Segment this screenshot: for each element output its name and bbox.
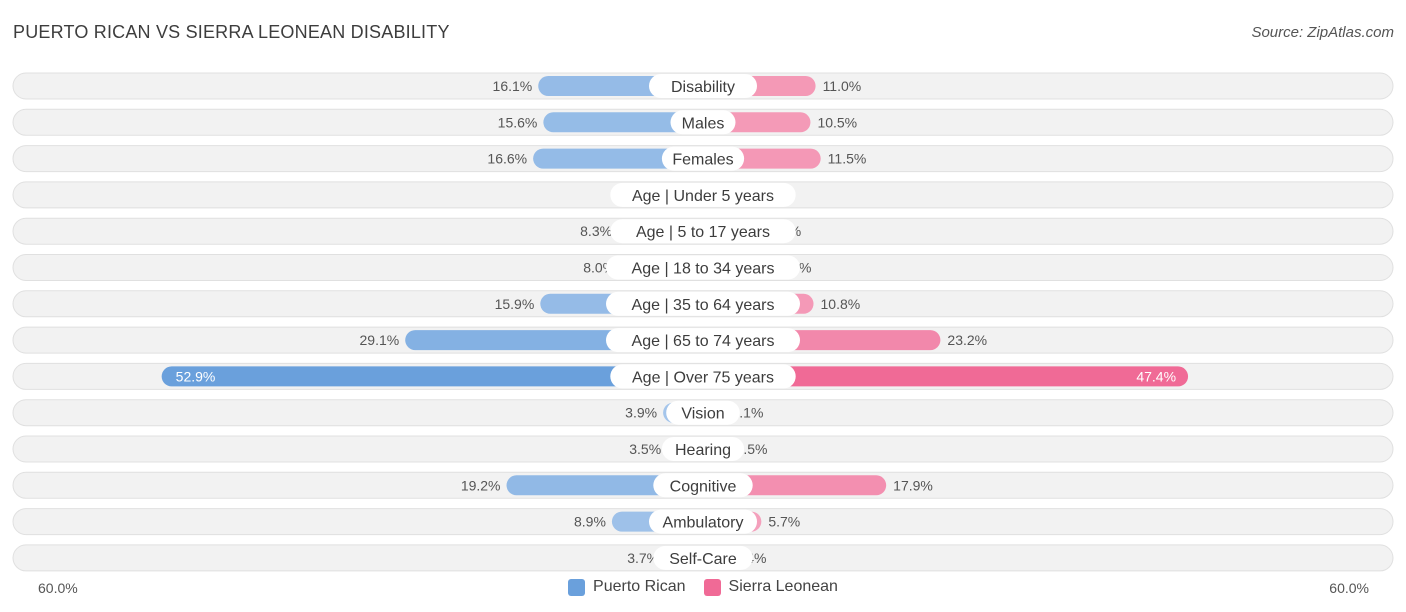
diverging-bar-chart: 16.1% 11.0% Disability 15.6% 10.5% Males 16.6%…: [12, 72, 1394, 572]
category-pill-age-under-5-years: [610, 182, 796, 207]
category-pill-vision: [666, 400, 740, 425]
category-pill-females: [661, 146, 745, 171]
chart-title: PUERTO RICAN VS SIERRA LEONEAN DISABILIT…: [13, 22, 450, 42]
category-label-age-18-to-34-years: Age | 18 to 34 years: [632, 261, 775, 278]
value-label-puerto-rican-age-5-to-17-years: 8.3%: [580, 223, 612, 239]
category-pill-hearing: [661, 437, 745, 461]
category-pill-cognitive: [653, 473, 753, 498]
value-label-sierra-leonean-males: 10.5%: [817, 114, 857, 130]
category-label-females: Females: [672, 152, 733, 169]
legend-label-puerto-rican: Puerto Rican: [593, 578, 686, 595]
bar-puerto-rican-males: [543, 112, 703, 133]
axis-right-label: 60.0%: [1329, 580, 1369, 596]
category-pill-age-35-to-64-years: [606, 291, 800, 316]
category-label-age-35-to-64-years: Age | 35 to 64 years: [632, 297, 775, 314]
category-label-age-over-75-years: Age | Over 75 years: [632, 369, 774, 386]
value-label-puerto-rican-hearing: 3.5%: [629, 441, 661, 457]
value-label-sierra-leonean-ambulatory: 5.7%: [768, 514, 800, 530]
category-pill-age-5-to-17-years: [610, 219, 796, 244]
category-label-males: Males: [682, 115, 725, 132]
value-label-sierra-leonean-age-35-to-64-years: 10.8%: [821, 296, 861, 312]
legend-item-sierra-leonean[interactable]: Sierra Leonean: [703, 578, 838, 596]
value-label-sierra-leonean-cognitive: 17.9%: [893, 477, 933, 493]
legend-label-sierra-leonean: Sierra Leonean: [728, 578, 838, 595]
value-label-puerto-rican-vision: 3.9%: [625, 405, 657, 421]
legend-item-puerto-rican[interactable]: Puerto Rican: [568, 578, 686, 596]
category-pill-ambulatory: [649, 509, 757, 534]
category-pill-age-65-to-74-years: [606, 328, 800, 353]
value-label-puerto-rican-males: 15.6%: [498, 114, 538, 130]
bar-puerto-rican-cognitive: [506, 475, 703, 496]
value-label-sierra-leonean-age-65-to-74-years: 23.2%: [947, 332, 987, 348]
bar-sierra-leonean-age-over-75-years: [703, 366, 1189, 387]
category-label-vision: Vision: [681, 406, 724, 423]
legend-swatch-puerto-rican: [568, 578, 586, 596]
value-label-sierra-leonean-vision: 2.1%: [731, 405, 763, 421]
value-label-sierra-leonean-age-over-75-years: 47.4%: [1136, 368, 1176, 384]
value-label-puerto-rican-age-over-75-years: 52.9%: [176, 368, 216, 384]
category-label-age-65-to-74-years: Age | 65 to 74 years: [632, 333, 775, 350]
category-label-cognitive: Cognitive: [670, 478, 737, 495]
category-pill-disability: [649, 74, 757, 98]
value-label-puerto-rican-females: 16.6%: [487, 151, 527, 167]
value-label-puerto-rican-ambulatory: 8.9%: [574, 514, 606, 530]
legend-swatch-sierra-leonean: [703, 578, 721, 596]
value-label-sierra-leonean-disability: 11.0%: [823, 78, 862, 94]
bar-puerto-rican-age-over-75-years: [161, 366, 703, 387]
category-pill-self-care: [653, 545, 753, 570]
value-label-sierra-leonean-females: 11.5%: [828, 151, 867, 167]
axis-left-label: 60.0%: [38, 580, 78, 596]
category-label-age-5-to-17-years: Age | 5 to 17 years: [636, 224, 770, 241]
category-label-age-under-5-years: Age | Under 5 years: [632, 188, 774, 205]
value-label-sierra-leonean-hearing: 2.5%: [736, 441, 768, 457]
category-pill-age-over-75-years: [610, 364, 796, 389]
category-label-ambulatory: Ambulatory: [663, 515, 744, 532]
category-label-disability: Disability: [671, 79, 735, 96]
bar-puerto-rican-females: [533, 148, 703, 169]
value-label-puerto-rican-age-65-to-74-years: 29.1%: [360, 332, 400, 348]
category-pill-males: [670, 110, 736, 135]
category-pill-age-18-to-34-years: [606, 255, 800, 280]
legend: Puerto Rican Sierra Leonean: [0, 578, 1406, 596]
value-label-puerto-rican-self-care: 3.7%: [627, 550, 659, 566]
value-label-puerto-rican-cognitive: 19.2%: [461, 477, 501, 493]
chart-source: Source: ZipAtlas.com: [1251, 24, 1394, 41]
category-label-hearing: Hearing: [675, 442, 731, 459]
value-label-puerto-rican-age-35-to-64-years: 15.9%: [495, 296, 535, 312]
category-label-self-care: Self-Care: [669, 551, 737, 568]
value-label-puerto-rican-disability: 16.1%: [493, 78, 533, 94]
